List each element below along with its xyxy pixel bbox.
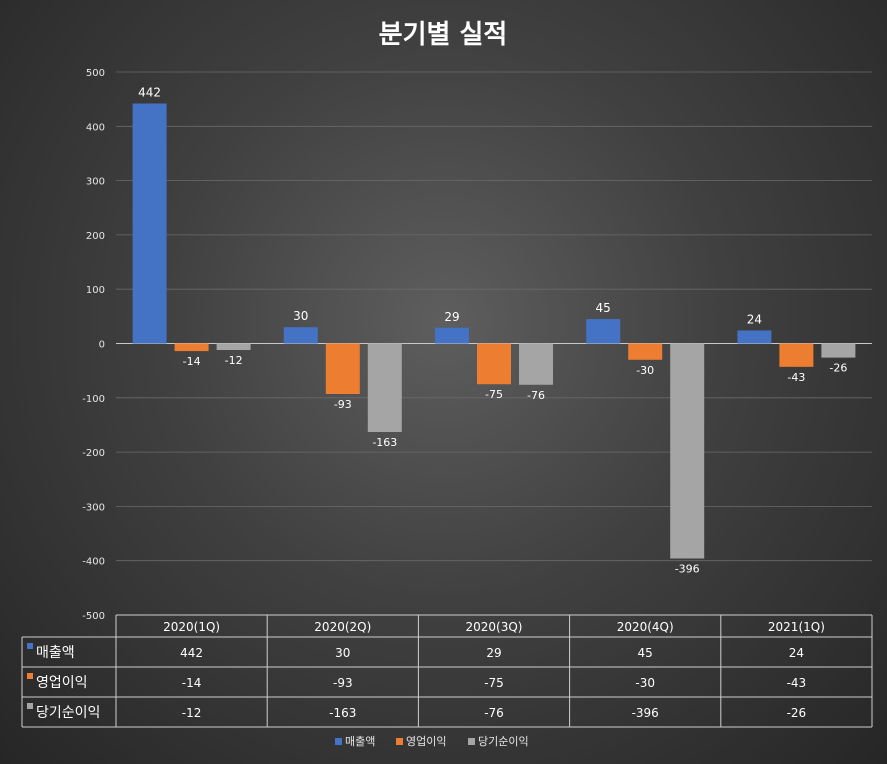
data-label: 45 xyxy=(596,301,611,315)
table-cell: -43 xyxy=(787,676,807,690)
y-tick-label: -100 xyxy=(82,394,105,405)
table-legend-key xyxy=(27,673,33,679)
legend: 매출액 영업이익 당기순이익 xyxy=(335,735,529,748)
bars xyxy=(132,103,856,559)
data-label: 24 xyxy=(747,312,762,326)
table-cell: 442 xyxy=(180,646,203,660)
bar xyxy=(216,343,251,351)
table-cell: -163 xyxy=(329,706,356,720)
y-axis: 500 400 300 200 100 0 -100 -200 -300 -400 -500 xyxy=(82,68,105,622)
table-cell: 24 xyxy=(789,646,804,660)
bar xyxy=(174,343,209,352)
bar xyxy=(779,343,814,367)
y-tick-label: -500 xyxy=(82,611,105,622)
data-label: -396 xyxy=(675,563,700,576)
bar xyxy=(435,327,469,344)
y-tick-label: 200 xyxy=(86,231,105,242)
y-tick-label: -300 xyxy=(82,502,105,513)
table-cell: 30 xyxy=(335,646,350,660)
y-tick-label: -400 xyxy=(82,557,105,568)
chart-title: 분기별 실적 xyxy=(379,20,508,50)
table-header: 2020(2Q) xyxy=(314,620,371,634)
bar xyxy=(367,343,402,433)
table-cell: -30 xyxy=(635,676,655,690)
legend-entry: 매출액 xyxy=(345,735,375,748)
table-cell: 29 xyxy=(486,646,501,660)
bar xyxy=(325,343,360,394)
data-label: -26 xyxy=(829,362,847,375)
legend-swatch xyxy=(396,738,403,745)
table-cell: -12 xyxy=(182,706,202,720)
bar xyxy=(477,343,511,385)
table-cell: -14 xyxy=(182,676,202,690)
data-label: -12 xyxy=(225,354,243,367)
table-row-label: 영업이익 xyxy=(36,675,88,691)
table-cell: -396 xyxy=(632,706,659,720)
y-tick-label: 0 xyxy=(99,340,105,351)
data-label: -43 xyxy=(787,371,805,384)
y-tick-label: 100 xyxy=(86,285,105,296)
table-header: 2020(3Q) xyxy=(466,620,523,634)
legend-swatch xyxy=(335,738,342,745)
table-cell: 45 xyxy=(638,646,653,660)
data-label: 442 xyxy=(138,85,161,99)
table-legend-key xyxy=(27,703,33,709)
bar xyxy=(283,327,318,344)
data-table: 2020(1Q) 2020(2Q) 2020(3Q) 2020(4Q) 2021(1Q)… xyxy=(21,614,873,728)
table-header: 2020(1Q) xyxy=(163,620,220,634)
table-cell: -93 xyxy=(333,676,353,690)
data-label: -14 xyxy=(183,355,201,368)
data-label: -76 xyxy=(527,389,545,402)
table-cell: -26 xyxy=(787,706,807,720)
y-tick-label: -200 xyxy=(82,448,105,459)
legend-swatch xyxy=(468,738,475,745)
data-label: -75 xyxy=(485,388,503,401)
data-label: 30 xyxy=(293,309,308,323)
data-labels: 442 -14 -12 30 -93 -163 29 -75 -76 45 -30 -396 24 -43… xyxy=(138,85,847,575)
bar xyxy=(821,343,856,358)
bar xyxy=(670,343,705,559)
bar xyxy=(132,103,167,344)
y-tick-label: 300 xyxy=(86,177,105,188)
data-label: -30 xyxy=(636,364,654,377)
legend-entry: 영업이익 xyxy=(406,735,446,748)
legend-entry: 당기순이익 xyxy=(478,735,529,748)
y-tick-label: 400 xyxy=(86,122,105,133)
y-tick-label: 500 xyxy=(86,68,105,79)
table-cell: -76 xyxy=(484,706,504,720)
bar xyxy=(519,343,553,385)
data-label: -163 xyxy=(372,436,397,449)
bar xyxy=(628,343,663,360)
table-row-label: 당기순이익 xyxy=(36,705,100,721)
bar xyxy=(737,330,772,344)
table-legend-key xyxy=(27,643,33,649)
bar xyxy=(586,319,621,344)
table-header: 2020(4Q) xyxy=(617,620,674,634)
table-cell: -75 xyxy=(484,676,504,690)
data-label: -93 xyxy=(334,398,352,411)
table-row-label: 매출액 xyxy=(36,645,75,661)
data-label: 29 xyxy=(444,310,459,324)
table-header: 2021(1Q) xyxy=(768,620,825,634)
